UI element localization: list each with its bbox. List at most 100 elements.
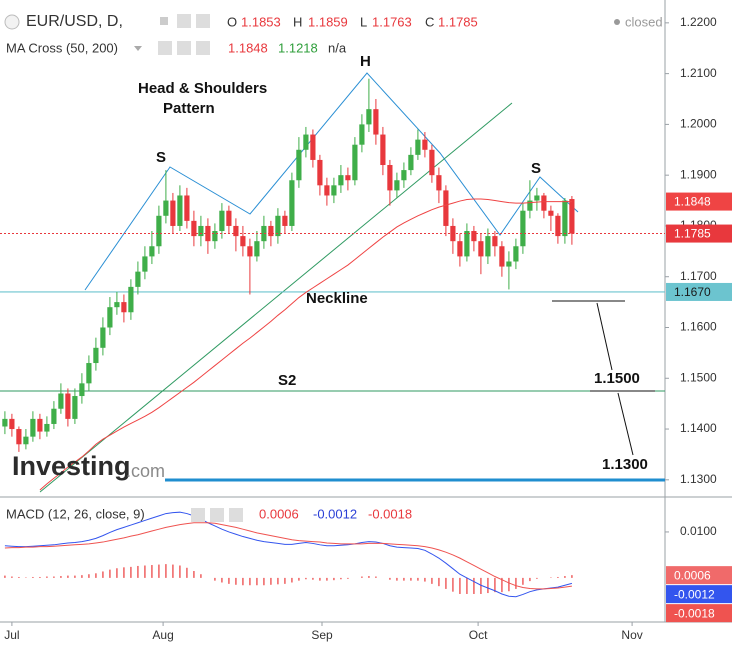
icon[interactable]: [229, 508, 243, 522]
candle-body: [310, 134, 316, 160]
ohlc-key: H: [293, 14, 302, 29]
candle-body: [149, 246, 155, 257]
y-tick-label: 1.1900: [680, 167, 717, 181]
icon[interactable]: [196, 14, 210, 28]
x-tick-label: Sep: [311, 628, 333, 642]
candle-body: [457, 241, 463, 257]
candle-body: [534, 195, 540, 201]
candle-body: [492, 236, 498, 247]
candle-body: [219, 210, 225, 232]
candle-body: [296, 149, 302, 181]
indicator-value: 1.1218: [278, 40, 318, 55]
macd-tag: -0.0012: [674, 587, 715, 601]
candle-body: [331, 185, 337, 196]
y-tick-label: 1.2100: [680, 66, 717, 80]
candle-body: [261, 225, 267, 242]
ohlc-value: 1.1853: [241, 14, 281, 29]
candle-body: [324, 185, 330, 196]
macd-value: -0.0012: [313, 506, 357, 521]
icon[interactable]: [158, 41, 172, 55]
candle-body: [100, 327, 106, 348]
candle-body: [366, 109, 372, 125]
candle-body: [394, 180, 400, 191]
level-tag-bg: [666, 282, 732, 301]
candle-body: [359, 124, 365, 145]
icon[interactable]: [191, 508, 205, 522]
annotation: Head & Shoulders: [138, 80, 267, 97]
dropdown[interactable]: [134, 46, 142, 51]
macd-tag: 0.0006: [674, 568, 711, 582]
macd-line: [4, 511, 573, 598]
candle-body: [23, 436, 29, 445]
candle-body: [233, 225, 239, 237]
candle-body: [51, 408, 57, 424]
candle-body: [93, 347, 99, 364]
candle-body: [317, 159, 323, 186]
y-tick-label: 1.1300: [680, 472, 717, 486]
moving-average: [39, 198, 572, 491]
icon[interactable]: [177, 41, 191, 55]
indicator-value: 1.1848: [228, 40, 268, 55]
candle-body: [569, 199, 575, 234]
signal-line: [4, 522, 572, 590]
candle-body: [282, 215, 288, 226]
candle-body: [352, 144, 358, 181]
projection-line: [596, 302, 613, 371]
macd-tag-bg: [666, 585, 732, 604]
icon[interactable]: [210, 508, 224, 522]
candle-body: [527, 200, 533, 211]
plot-area: [0, 78, 665, 598]
candle-body: [275, 215, 281, 237]
y-tick-label: 1.1700: [680, 269, 717, 283]
icon[interactable]: [160, 17, 168, 25]
icon[interactable]: [196, 41, 210, 55]
candle-body: [226, 210, 232, 226]
annotation: S2: [278, 372, 296, 389]
candle-body: [471, 231, 477, 242]
candle-body: [499, 246, 505, 267]
candle-body: [16, 429, 22, 445]
candle-body: [135, 271, 141, 287]
candle-body: [30, 418, 36, 437]
candle-body: [177, 195, 183, 226]
candle-body: [513, 246, 519, 262]
y-tick-label: 1.1400: [680, 421, 717, 435]
macd-title: MACD (12, 26, close, 9): [6, 506, 145, 521]
candle-body: [37, 418, 43, 432]
macd-value: 0.0006: [259, 506, 299, 521]
price-tag-bg: [666, 224, 732, 243]
annotation: 1.1500: [594, 370, 640, 387]
ma-tag-bg: [666, 192, 732, 211]
pattern-lines: [84, 72, 579, 291]
price-tag: 1.1785: [674, 227, 711, 241]
ohlc-value: 1.1859: [308, 14, 348, 29]
icon[interactable]: [177, 14, 191, 28]
annotation: Neckline: [306, 290, 368, 307]
candle-body: [338, 175, 344, 186]
macd-tag-bg: [666, 566, 732, 585]
candle-body: [191, 220, 197, 237]
annotation: S: [156, 149, 166, 166]
macd-tag: -0.0018: [674, 606, 715, 620]
candle-body: [541, 195, 547, 211]
candle-body: [562, 200, 568, 237]
candle-body: [464, 231, 470, 257]
ohlc-key: O: [227, 14, 237, 29]
ohlc-key: C: [425, 14, 434, 29]
symbol: EUR/USD, D,: [26, 13, 123, 30]
indicator-value: n/a: [328, 40, 347, 55]
candle-body: [289, 180, 295, 226]
y-tick-label: 1.2000: [680, 117, 717, 131]
candle-body: [212, 231, 218, 242]
x-tick-label: Aug: [152, 628, 173, 642]
y-tick-label: 1.1500: [680, 370, 717, 384]
candle-body: [401, 170, 407, 181]
macd-value: -0.0018: [368, 506, 412, 521]
projection-line: [617, 392, 634, 456]
macd-tag-bg: [666, 604, 732, 623]
brand-suffix: .com: [126, 461, 165, 481]
candle-body: [478, 241, 484, 257]
ohlc-key: L: [360, 14, 367, 29]
candle-body: [107, 307, 113, 328]
